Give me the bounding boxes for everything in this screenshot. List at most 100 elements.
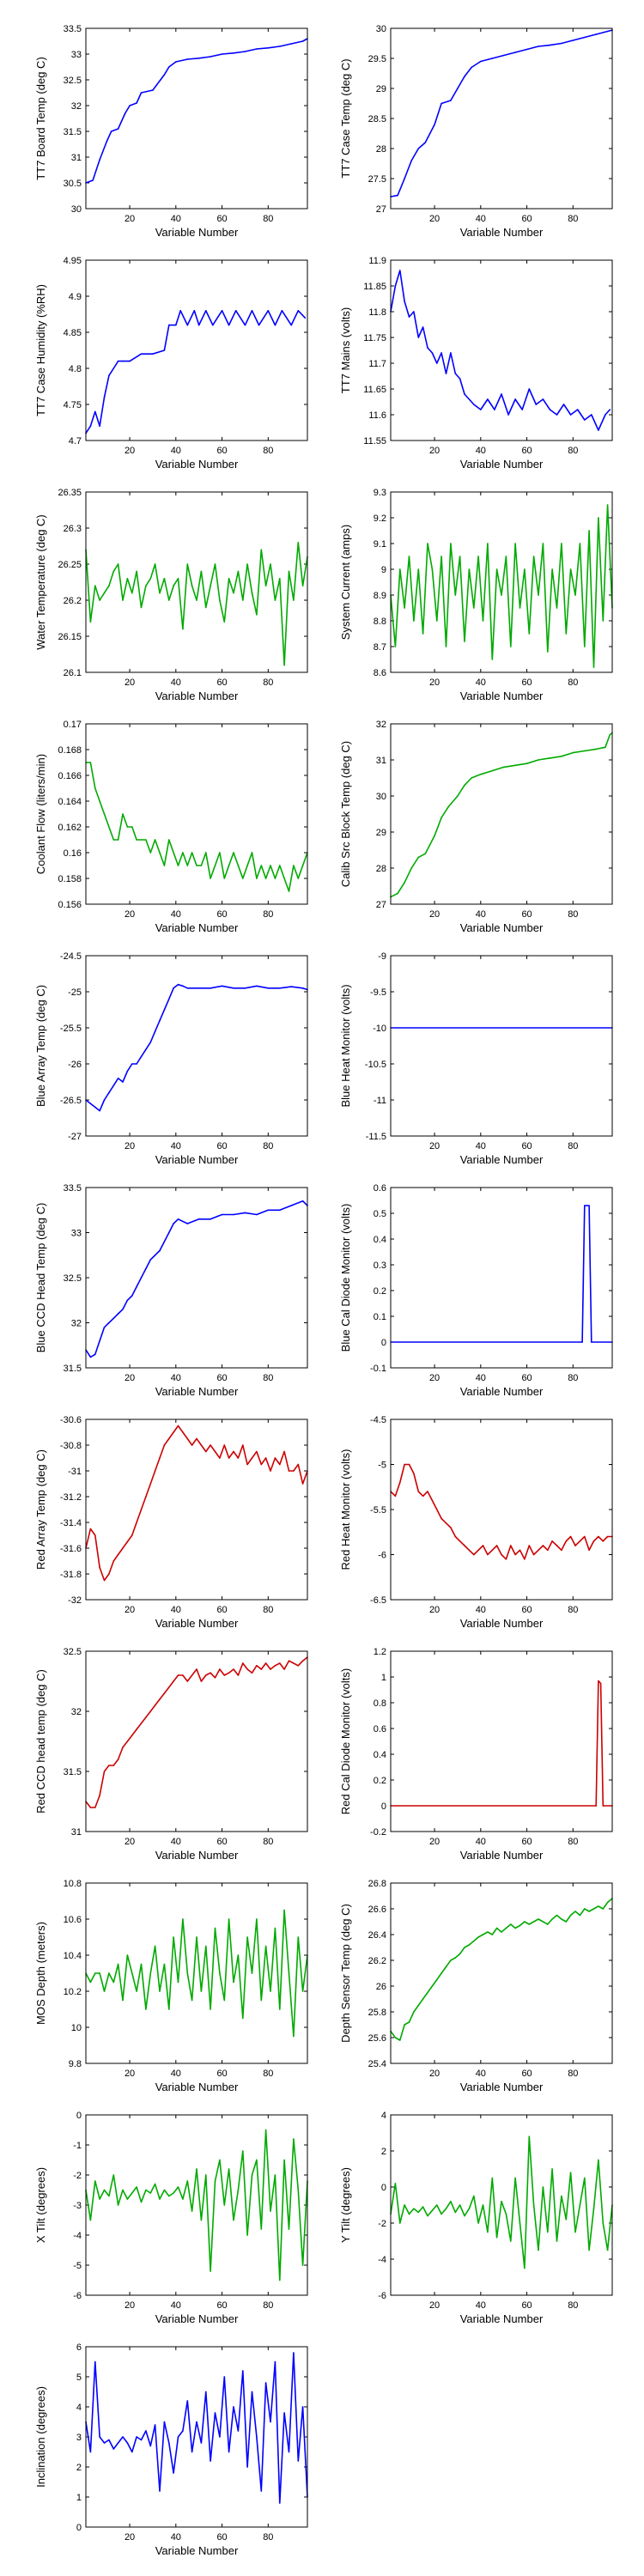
data-point: [108, 1765, 110, 1766]
data-point: [94, 2180, 96, 2182]
y-tick-label: 10: [71, 2023, 82, 2033]
data-point: [145, 1048, 147, 1050]
y-tick-label: -31.2: [60, 1492, 82, 1503]
data-point: [221, 1213, 223, 1216]
data-point: [450, 2201, 452, 2202]
x-tick-label: 20: [125, 1373, 135, 1383]
data-point: [117, 1078, 119, 1079]
data-point: [297, 542, 300, 544]
data-point: [424, 853, 427, 854]
data-point: [200, 1680, 203, 1682]
data-point: [186, 865, 189, 866]
data-point: [186, 563, 189, 565]
data-point: [197, 58, 200, 59]
y-tick-label: 26.1: [64, 668, 82, 678]
data-point: [501, 594, 502, 596]
data-point: [413, 311, 415, 313]
x-tick-label: 60: [216, 677, 227, 688]
data-point: [140, 1722, 143, 1724]
data-point: [454, 373, 457, 374]
data-point: [117, 1553, 119, 1556]
data-point: [431, 2209, 434, 2212]
plot-area: [391, 1419, 612, 1600]
data-point: [532, 1553, 535, 1556]
x-tick-label: 80: [568, 2300, 578, 2311]
data-point: [431, 1985, 434, 1987]
data-point: [283, 1450, 285, 1453]
data-point: [468, 1549, 471, 1552]
data-point: [514, 543, 516, 544]
data-point: [434, 835, 435, 836]
data-point: [210, 2270, 211, 2272]
y-tick-label: 0: [76, 2523, 82, 2533]
data-point: [242, 2150, 244, 2152]
data-point: [260, 1668, 263, 1670]
plot-area: [391, 1883, 612, 2063]
x-axis-label: Variable Number: [460, 1153, 544, 1166]
y-tick-label: 0: [381, 1801, 386, 1812]
data-point: [293, 2352, 295, 2354]
data-point: [210, 987, 211, 989]
y-tick-label: 33: [71, 50, 82, 60]
data-point: [471, 777, 472, 779]
y-tick-label: -5: [378, 1461, 386, 1471]
data-point: [468, 568, 471, 570]
data-point: [440, 556, 442, 557]
data-point: [168, 839, 170, 841]
plot-frame: [85, 1882, 308, 2064]
data-point: [173, 987, 174, 989]
plot-area: [86, 1651, 307, 1832]
y-tick-label: 9.2: [374, 513, 386, 524]
data-point: [200, 865, 203, 866]
x-tick-label: 60: [216, 1605, 227, 1615]
data-point: [561, 756, 562, 757]
data-point: [491, 2177, 494, 2179]
data-point: [99, 1109, 100, 1112]
data-point: [279, 46, 281, 47]
plot-frame: [390, 27, 613, 210]
data-point: [228, 1918, 230, 1920]
data-point: [179, 310, 181, 312]
data-point: [89, 2451, 92, 2453]
data-point: [214, 2180, 216, 2182]
x-tick-label: 60: [216, 2532, 227, 2543]
data-point: [542, 543, 544, 544]
y-tick-label: 32: [71, 101, 82, 112]
data-point: [246, 2466, 248, 2468]
plot-frame: [85, 955, 308, 1137]
data-point: [581, 1341, 583, 1343]
data-point: [126, 2442, 129, 2444]
data-point: [233, 592, 234, 594]
data-point: [129, 360, 131, 362]
data-point: [556, 607, 558, 609]
data-point: [288, 1660, 290, 1662]
data-point: [228, 1457, 230, 1459]
data-point: [149, 1710, 152, 1712]
data-point: [427, 543, 428, 544]
data-point: [528, 1923, 531, 1925]
data-point: [228, 324, 230, 326]
data-point: [122, 2436, 124, 2438]
data-point: [519, 1924, 521, 1927]
data-point: [260, 549, 263, 550]
x-axis-label: Variable Number: [155, 2081, 239, 2093]
data-point: [126, 578, 129, 580]
x-axis-label: Variable Number: [155, 1617, 239, 1630]
data-point: [163, 1444, 166, 1446]
data-point: [561, 1918, 562, 1920]
data-point: [186, 987, 189, 989]
data-point: [394, 646, 397, 647]
data-point: [251, 1972, 253, 1974]
data-point: [149, 1259, 152, 1261]
x-tick-label: 20: [429, 2300, 440, 2311]
data-point: [89, 1528, 92, 1530]
chart-1: 30 30.5 31 31.5 32 32.5 33 33.5 20 40 60 80 Variable…: [34, 24, 308, 239]
data-point: [605, 746, 606, 749]
y-tick-label: 10.8: [64, 1879, 82, 1889]
plot-frame: [390, 1187, 613, 1369]
data-point: [173, 852, 174, 854]
data-point: [279, 987, 281, 989]
data-point: [482, 1934, 484, 1935]
data-point: [168, 599, 170, 601]
data-point: [561, 2195, 562, 2197]
